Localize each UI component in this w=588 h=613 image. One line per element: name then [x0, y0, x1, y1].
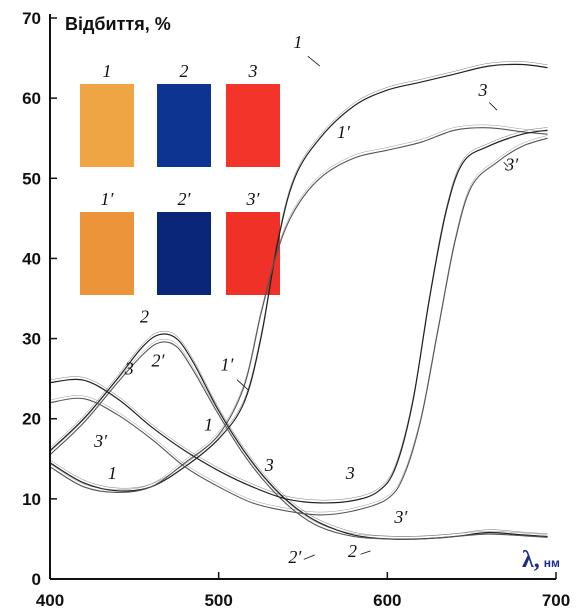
curve-label: 3	[124, 359, 134, 379]
color-swatches: 1 2 3 1′ 2′ 3′	[80, 61, 280, 295]
curve-label: 2	[140, 307, 149, 327]
swatch-label: 3′	[246, 189, 261, 209]
curve-shadow	[49, 124, 548, 490]
x-tick-label: 400	[36, 591, 64, 610]
x-tick-label: 500	[204, 591, 232, 610]
y-tick-label: 20	[22, 410, 41, 429]
swatch-6	[226, 212, 280, 295]
curve-6	[49, 137, 548, 516]
spectral-curves	[49, 61, 548, 540]
curve-label-leader	[488, 102, 498, 111]
swatch-2	[157, 84, 211, 167]
x-axis-symbol: λ,	[522, 547, 540, 573]
curve-label-leader	[303, 554, 315, 560]
curve-2	[49, 127, 548, 493]
curve-label: 1′	[337, 122, 351, 142]
curve-4	[49, 341, 548, 540]
x-axis-unit: нм	[544, 556, 560, 570]
curve-label: 2	[348, 541, 357, 561]
curve-label: 3	[477, 80, 487, 100]
curve-label: 3′	[504, 154, 519, 174]
swatch-4	[80, 212, 134, 295]
swatch-5	[157, 212, 211, 295]
curve-label: 1	[108, 463, 117, 483]
ticks: 0 10 20 30 40 50 60 70 400 500 600 700	[22, 9, 570, 610]
x-tick-label: 600	[373, 591, 401, 610]
y-tick-label: 30	[22, 330, 41, 349]
x-axis-label: λ, нм	[522, 547, 560, 573]
curve-label-leader	[360, 550, 371, 555]
swatch-label: 3	[248, 61, 258, 81]
curve-labels: 11′22′33′33′122′131′33′	[93, 32, 519, 567]
curve-label: 1	[293, 32, 302, 52]
curve-shadow	[49, 127, 548, 501]
y-tick-label: 50	[22, 169, 41, 188]
curve-label-leader	[307, 55, 321, 67]
swatch-label: 2′	[178, 189, 192, 209]
x-tick-label: 700	[542, 591, 570, 610]
swatch-label: 1	[103, 61, 112, 81]
y-tick-label: 70	[22, 9, 41, 28]
y-tick-label: 10	[22, 490, 41, 509]
axes	[49, 14, 556, 580]
curve-label: 1′	[221, 355, 235, 375]
curve-label: 3′	[393, 507, 408, 527]
y-tick-label: 60	[22, 89, 41, 108]
swatch-3	[226, 84, 280, 167]
curve-label-leader	[503, 161, 509, 167]
y-axis-label: Відбиття, %	[65, 14, 171, 34]
curve-label: 3	[264, 455, 274, 475]
curve-shadow	[49, 135, 548, 513]
curve-label: 3	[345, 463, 355, 483]
y-tick-label: 40	[22, 249, 41, 268]
swatch-label: 1′	[101, 189, 115, 209]
swatch-label: 2	[180, 61, 189, 81]
curve-label: 1	[204, 415, 213, 435]
swatch-1	[80, 84, 134, 167]
y-tick-label: 0	[32, 570, 41, 589]
curve-label: 2′	[151, 351, 165, 371]
curve-label-leader	[236, 379, 250, 391]
curve-label: 2′	[288, 547, 302, 567]
curve-5	[49, 129, 548, 504]
curve-shadow	[49, 338, 548, 537]
curve-label: 3′	[93, 431, 108, 451]
